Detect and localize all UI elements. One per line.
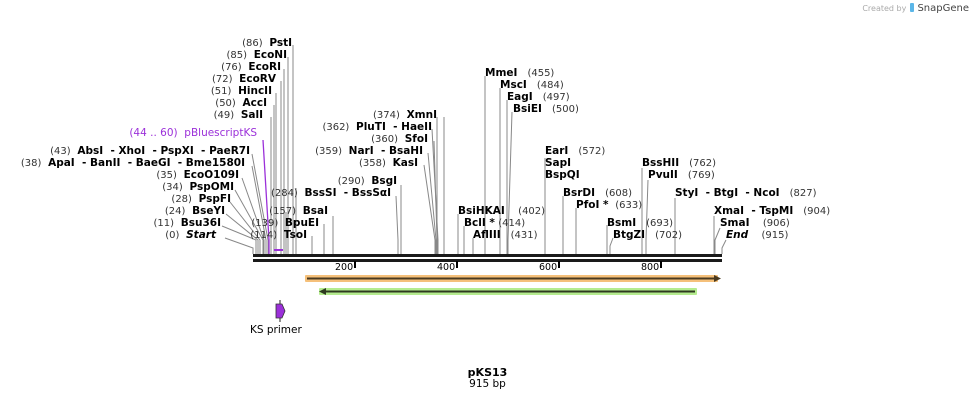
cut-site-label[interactable]: (51) HincII — [210, 85, 272, 97]
cut-site-label[interactable]: (284) BssSI - BssSαI — [270, 187, 391, 199]
backbone-bottom-strand[interactable] — [253, 259, 722, 262]
cut-site-label[interactable]: (28) PspFI — [171, 193, 231, 205]
cut-site-label[interactable]: (72) EcoRV — [211, 73, 276, 85]
cut-site-label[interactable]: (76) EcoRI — [221, 61, 281, 73]
cut-site-label[interactable]: EagI (497) — [507, 91, 570, 103]
cut-site-lines — [221, 45, 727, 254]
cut-site-label[interactable]: MscI (484) — [500, 79, 564, 91]
cut-site-label[interactable]: (43) AbsI - XhoI - PspXI - PaeR7I — [50, 145, 250, 157]
cut-site-label[interactable]: (358) KasI — [359, 157, 418, 169]
cut-site-label[interactable]: (157) BsaI — [269, 205, 328, 217]
arrow-left-icon — [319, 288, 326, 295]
cut-site-label[interactable]: EarI (572) — [545, 145, 606, 157]
cut-site-label[interactable]: (50) AccI — [215, 97, 267, 109]
cut-site-label[interactable]: BsiHKAI (402) — [458, 205, 546, 217]
cut-site-label[interactable]: SapI — [545, 157, 572, 169]
ruler-label-400: 400 — [437, 262, 456, 273]
feature-pointer-line — [262, 139, 270, 254]
cut-site-label[interactable]: (362) PluTI - HaeII — [322, 121, 432, 133]
cut-site-label[interactable]: (139) BpuEI — [251, 217, 319, 229]
cut-site-label[interactable]: (24) BseYI — [164, 205, 225, 217]
feature-mark[interactable] — [274, 249, 283, 251]
cut-site-label[interactable]: End (915) — [726, 229, 789, 241]
cut-site-label[interactable]: PfoI * (633) — [576, 199, 643, 211]
ruler-label-200: 200 — [335, 262, 354, 273]
cut-site-label[interactable]: (85) EcoNI — [226, 49, 287, 61]
cut-site-label[interactable]: (290) BsgI — [337, 175, 397, 187]
cut-site-label[interactable]: BclI * (414) — [464, 217, 526, 229]
logo-brand: SnapGene — [917, 3, 969, 14]
sequence-length: 915 bp — [469, 378, 506, 390]
cut-site-label[interactable]: BssHII (762) — [642, 157, 717, 169]
cut-site-label[interactable]: BsrDI (608) — [563, 187, 632, 199]
cut-site-label[interactable]: (374) XmnI — [373, 109, 437, 121]
primer-arrow-icon[interactable] — [275, 303, 286, 319]
feature-label-pbluescriptks[interactable]: (44 .. 60) pBluescriptKS — [129, 127, 257, 139]
sequence-name: pKS13 — [467, 366, 508, 379]
cut-site-label[interactable]: (34) PspOMI — [162, 181, 234, 193]
cut-site-label[interactable]: (86) PstI — [242, 37, 292, 49]
cut-site-label[interactable]: XmaI - TspMI (904) — [714, 205, 831, 217]
arrow-right-icon — [714, 275, 721, 282]
cut-site-label[interactable]: BsiEI (500) — [513, 103, 579, 115]
cut-site-label[interactable]: SmaI (906) — [720, 217, 790, 229]
cut-site-label[interactable]: MmeI (455) — [485, 67, 555, 79]
cut-site-label[interactable]: BspQI — [545, 169, 580, 181]
cut-site-label[interactable]: (359) NarI - BsaHI — [315, 145, 423, 157]
snapgene-logo: Created by SnapGene — [862, 3, 969, 14]
cut-site-label[interactable]: BtgZI (702) — [613, 229, 682, 241]
cut-site-label[interactable]: AflIII (431) — [473, 229, 538, 241]
cut-site-label[interactable]: (360) SfoI — [371, 133, 428, 145]
ruler-ticks — [354, 261, 662, 268]
cut-site-label[interactable]: (35) EcoO109I — [156, 169, 239, 181]
logo-prefix: Created by — [862, 4, 907, 13]
cut-site-label[interactable]: (0) Start — [165, 229, 216, 241]
cut-site-label[interactable]: (11) Bsu36I — [153, 217, 221, 229]
cut-site-label[interactable]: BsmI (693) — [607, 217, 674, 229]
ruler-label-800: 800 — [641, 262, 660, 273]
ruler-label-600: 600 — [539, 262, 558, 273]
cut-site-label[interactable]: (38) ApaI - BanII - BaeGI - Bme1580I — [20, 157, 245, 169]
snapgene-icon — [909, 3, 914, 12]
cut-site-label[interactable]: (114) TsoI — [250, 229, 307, 241]
cut-site-label[interactable]: (49) SalI — [213, 109, 263, 121]
backbone-top-strand[interactable] — [253, 254, 722, 257]
cut-site-label[interactable]: StyI - BtgI - NcoI (827) — [675, 187, 817, 199]
cut-site-label[interactable]: PvuII (769) — [648, 169, 715, 181]
primer-label[interactable]: KS primer — [250, 324, 302, 336]
